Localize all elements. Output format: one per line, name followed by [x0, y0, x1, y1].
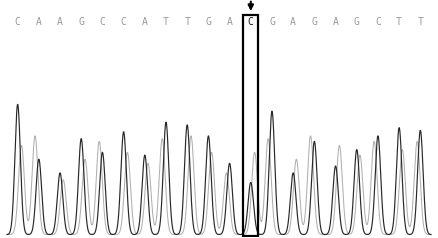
Text: C: C [15, 17, 21, 27]
Text: G: G [311, 17, 317, 27]
Text: T: T [396, 17, 402, 27]
Text: T: T [417, 17, 423, 27]
Text: A: A [57, 17, 63, 27]
Text: A: A [332, 17, 339, 27]
Text: G: G [269, 17, 275, 27]
Text: G: G [205, 17, 212, 27]
Text: A: A [142, 17, 148, 27]
Text: G: G [354, 17, 360, 27]
Text: C: C [375, 17, 381, 27]
Bar [244, 15, 258, 236]
Text: T: T [163, 17, 169, 27]
Text: A: A [36, 17, 42, 27]
Text: C: C [121, 17, 127, 27]
Text: C: C [248, 17, 254, 27]
Text: A: A [290, 17, 296, 27]
Text: A: A [226, 17, 233, 27]
Text: C: C [99, 17, 106, 27]
Text: G: G [78, 17, 84, 27]
Text: T: T [184, 17, 190, 27]
